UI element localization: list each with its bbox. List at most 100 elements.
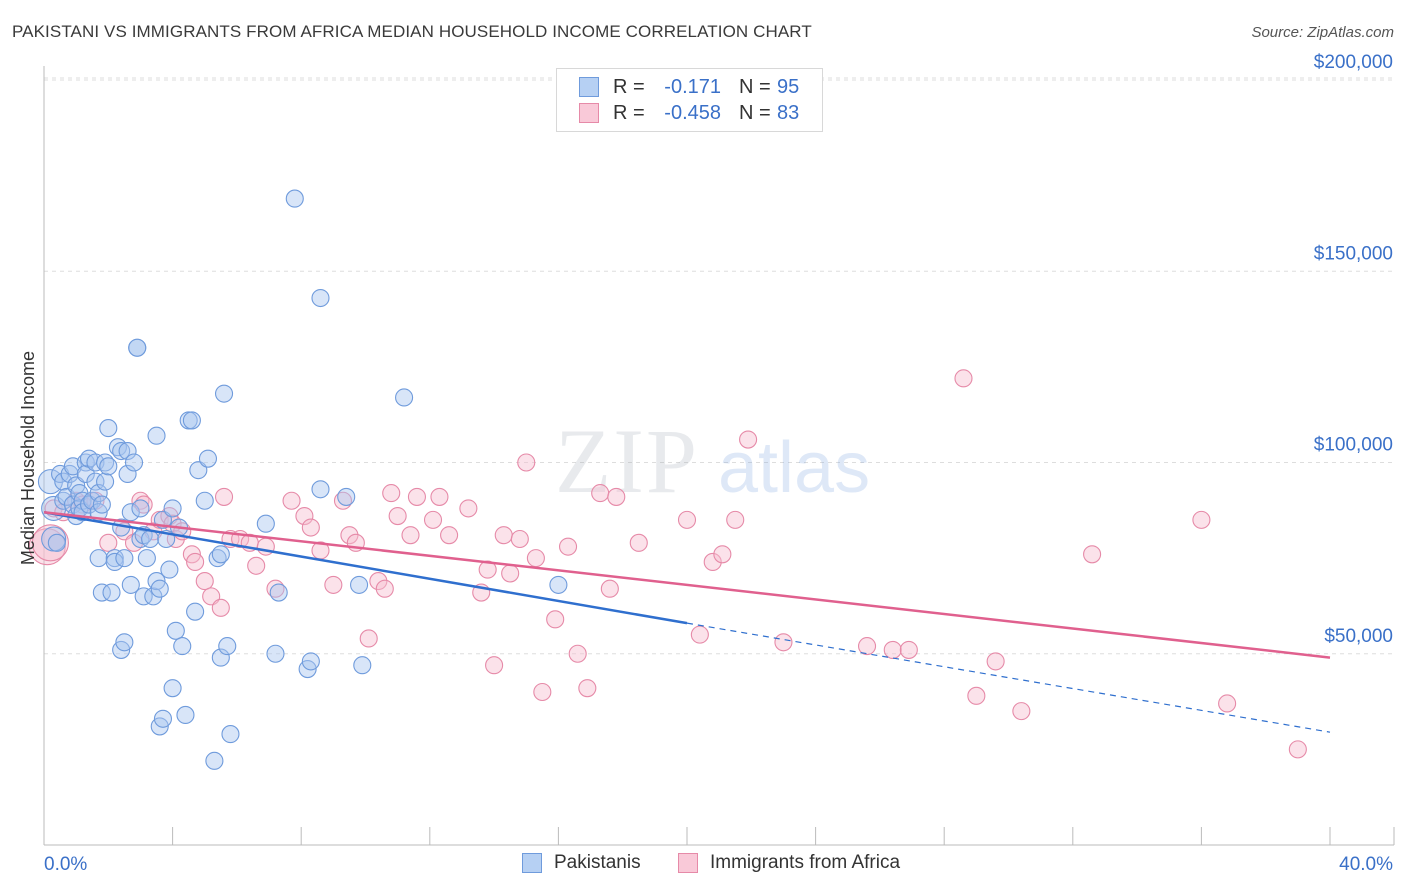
y-tick-label: $150,000 xyxy=(1314,243,1393,264)
data-point-pakistanis xyxy=(128,338,147,357)
legend-n-value: 83 xyxy=(777,101,800,124)
pakistanis-points xyxy=(37,189,568,770)
y-tick-label: $50,000 xyxy=(1324,626,1393,647)
legend-r-label: R = xyxy=(613,75,645,98)
data-point-pakistanis xyxy=(301,652,320,671)
data-point-immigrants-from-africa xyxy=(568,644,587,663)
legend-r-value: -0.171 xyxy=(664,75,721,98)
data-point-immigrants-from-africa xyxy=(375,579,394,598)
data-point-immigrants-from-africa xyxy=(282,491,301,510)
data-point-immigrants-from-africa xyxy=(401,526,420,545)
data-point-immigrants-from-africa xyxy=(517,453,536,472)
data-point-immigrants-from-africa xyxy=(340,526,359,545)
legend-r-value: -0.458 xyxy=(664,101,721,124)
data-point-immigrants-from-africa xyxy=(954,369,973,388)
data-point-pakistanis xyxy=(99,419,118,438)
chart-title: PAKISTANI VS IMMIGRANTS FROM AFRICA MEDI… xyxy=(12,22,812,41)
data-point-pakistanis xyxy=(150,579,169,598)
legend-row-immigrants: R = -0.458 N = 83 xyxy=(579,100,799,126)
data-point-pakistanis xyxy=(92,495,111,514)
y-axis-title: Median Household Income xyxy=(18,351,38,565)
data-point-pakistanis xyxy=(211,545,230,564)
data-point-immigrants-from-africa xyxy=(600,579,619,598)
data-point-pakistanis xyxy=(153,709,173,728)
data-point-immigrants-from-africa xyxy=(739,430,758,449)
axis-labels: $50,000 $100,000 $150,000 $200,000 0.0% 40.0% xyxy=(44,52,1393,875)
data-point-immigrants-from-africa xyxy=(423,510,443,529)
data-point-pakistanis xyxy=(163,679,182,698)
legend-swatch-blue xyxy=(579,77,599,97)
data-point-immigrants-from-africa xyxy=(857,637,877,656)
data-point-immigrants-from-africa xyxy=(440,526,459,545)
data-point-pakistanis xyxy=(311,288,330,308)
data-point-pakistanis xyxy=(166,621,185,640)
data-point-pakistanis xyxy=(121,575,140,594)
data-point-immigrants-from-africa xyxy=(677,510,697,529)
data-point-pakistanis xyxy=(353,656,372,675)
data-point-immigrants-from-africa xyxy=(1218,694,1237,713)
legend-n-value: 95 xyxy=(777,75,800,98)
data-point-immigrants-from-africa xyxy=(1012,702,1031,721)
data-point-immigrants-from-africa xyxy=(247,556,266,575)
series-legend: Pakistanis Immigrants from Africa xyxy=(0,852,1406,878)
watermark-zip: ZIP xyxy=(555,410,699,512)
data-point-immigrants-from-africa xyxy=(967,686,986,705)
data-point-pakistanis xyxy=(89,484,108,503)
data-point-immigrants-from-africa xyxy=(485,656,504,675)
data-point-immigrants-from-africa xyxy=(369,572,388,591)
data-point-pakistanis xyxy=(131,499,150,518)
y-tick-label: $100,000 xyxy=(1314,435,1393,456)
data-point-pakistanis xyxy=(186,602,205,621)
data-point-pakistanis xyxy=(118,464,137,484)
data-point-pakistanis xyxy=(137,549,156,568)
data-point-pakistanis xyxy=(47,533,66,552)
data-point-immigrants-from-africa xyxy=(726,510,745,529)
data-point-pakistanis xyxy=(160,560,179,579)
data-point-pakistanis xyxy=(115,633,134,652)
data-point-pakistanis xyxy=(89,549,108,568)
data-point-immigrants-from-africa xyxy=(591,484,610,503)
data-point-immigrants-from-africa xyxy=(533,682,552,702)
data-point-pakistanis xyxy=(163,499,182,518)
data-point-immigrants-from-africa xyxy=(388,506,407,526)
legend-row-pakistanis: R = -0.171 N = 95 xyxy=(579,74,799,100)
data-point-immigrants-from-africa xyxy=(195,572,214,591)
data-point-immigrants-from-africa xyxy=(407,487,426,506)
data-point-immigrants-from-africa xyxy=(359,629,378,648)
data-point-pakistanis xyxy=(112,441,131,461)
data-point-immigrants-from-africa xyxy=(494,526,513,545)
data-point-immigrants-from-africa xyxy=(430,487,449,506)
data-point-immigrants-from-africa xyxy=(690,625,709,644)
legend-item-pakistanis[interactable]: Pakistanis xyxy=(522,852,641,874)
trend-line-immigrants-from-africa xyxy=(43,510,1331,659)
data-point-immigrants-from-africa xyxy=(459,499,478,518)
data-point-pakistanis xyxy=(92,583,111,602)
data-point-immigrants-from-africa xyxy=(1192,510,1211,529)
data-point-immigrants-from-africa xyxy=(324,575,343,594)
legend-label-pakistanis: Pakistanis xyxy=(554,852,641,873)
data-point-pakistanis xyxy=(198,449,218,468)
data-point-pakistanis xyxy=(99,457,118,476)
data-point-pakistanis xyxy=(337,487,356,506)
data-point-pakistanis xyxy=(118,441,137,461)
legend-n-label: N = xyxy=(739,75,771,98)
data-point-immigrants-from-africa xyxy=(713,545,732,564)
y-tick-label: $200,000 xyxy=(1314,52,1393,73)
data-point-pakistanis xyxy=(549,575,568,594)
data-point-pakistanis xyxy=(218,637,237,656)
data-point-immigrants-from-africa xyxy=(774,633,793,652)
data-point-immigrants-from-africa xyxy=(1083,545,1102,564)
data-point-pakistanis xyxy=(182,411,201,430)
data-point-pakistanis xyxy=(211,648,230,667)
data-point-immigrants-from-africa xyxy=(526,549,545,568)
legend-swatch-pink xyxy=(678,853,698,873)
data-point-immigrants-from-africa xyxy=(186,552,205,572)
legend-item-immigrants-from-africa[interactable]: Immigrants from Africa xyxy=(678,852,900,874)
data-point-pakistanis xyxy=(102,583,121,602)
data-point-immigrants-from-africa xyxy=(301,518,320,537)
trend-line-pakistanis xyxy=(43,510,688,625)
watermark-atlas: atlas xyxy=(718,428,870,508)
data-point-pakistanis xyxy=(395,388,414,407)
data-point-pakistanis xyxy=(214,384,234,403)
